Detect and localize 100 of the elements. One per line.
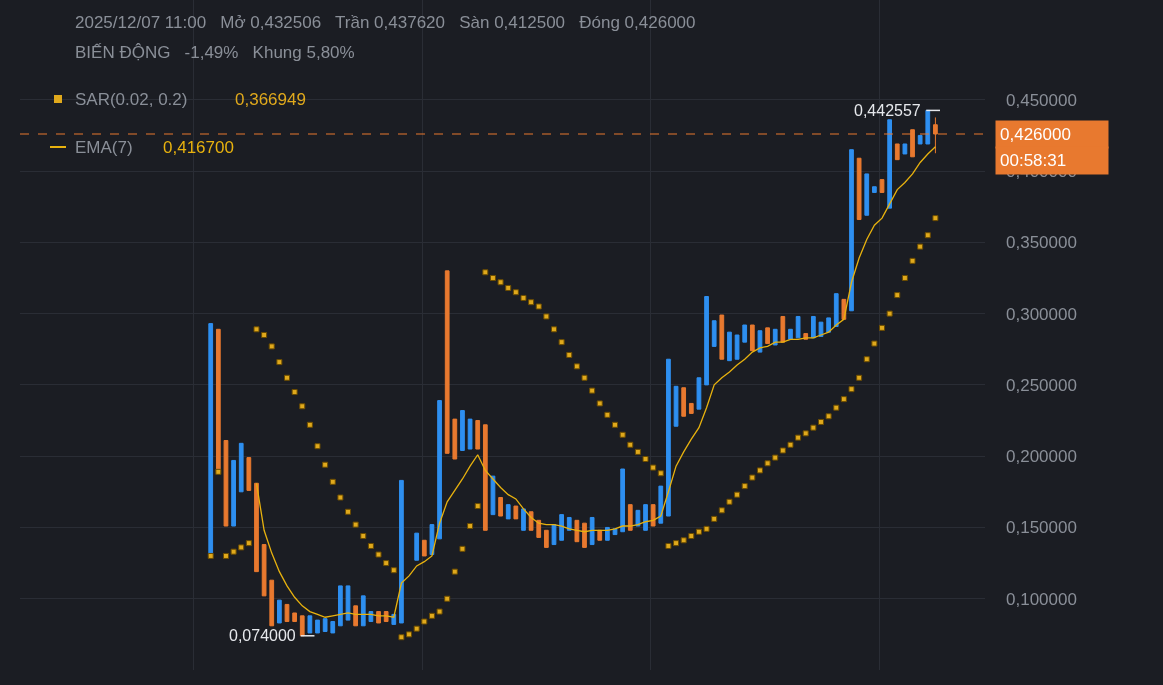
candlestick xyxy=(284,603,290,623)
candlestick xyxy=(360,595,366,627)
candlestick xyxy=(368,611,374,623)
candlestick xyxy=(330,621,336,634)
candlestick xyxy=(620,468,626,533)
candlestick xyxy=(345,585,351,621)
candlestick xyxy=(399,479,404,624)
candlestick xyxy=(521,508,526,531)
candlestick xyxy=(643,504,648,531)
candlestick xyxy=(917,134,923,145)
candlestick xyxy=(269,579,275,627)
y-tick-label: 0,250000 xyxy=(1006,375,1077,395)
candlestick xyxy=(299,615,305,637)
annotation: 0,366949 xyxy=(235,90,306,109)
candlestick xyxy=(597,529,603,541)
annotation: BIẾN ĐỘNG -1,49% Khung 5,80% xyxy=(75,43,355,62)
legend-label: EMA(7) xyxy=(75,138,133,157)
candlestick xyxy=(788,328,793,340)
candlestick xyxy=(421,539,427,557)
candlestick xyxy=(681,387,687,417)
candlestick xyxy=(673,385,679,427)
candlestick xyxy=(513,505,519,520)
y-tick-label: 0,150000 xyxy=(1006,518,1077,538)
candlestick xyxy=(650,504,656,527)
candlestick xyxy=(292,612,297,623)
ref-line-label: 0,426000 xyxy=(1000,125,1071,144)
annotation: 0,074000 xyxy=(229,627,296,644)
candlestick xyxy=(444,270,450,454)
y-tick-label: 0,100000 xyxy=(1006,589,1077,609)
candlestick xyxy=(864,173,870,216)
candlestick xyxy=(307,615,313,634)
annotation: 2025/12/07 11:00 Mở 0,432506 Trần 0,437620 Sàn 0,412500 Đóng 0,426000 xyxy=(75,13,696,32)
candlestick xyxy=(452,418,458,460)
candlestick xyxy=(658,485,664,524)
candlestick xyxy=(208,323,214,557)
candlestick xyxy=(574,519,580,543)
candlestick xyxy=(238,442,244,493)
annotation: 0,416700 xyxy=(163,138,234,157)
y-tick-label: 0,200000 xyxy=(1006,447,1077,467)
candlestick xyxy=(734,334,740,360)
candlestick xyxy=(353,605,359,627)
candlestick xyxy=(925,109,931,145)
candlestick xyxy=(635,509,641,527)
candlestick xyxy=(254,482,259,573)
candlestick xyxy=(833,293,839,327)
candlestick xyxy=(261,544,267,597)
candlestick xyxy=(315,619,320,634)
candlestick xyxy=(902,143,908,155)
legend-label: SAR(0.02, 0.2) xyxy=(75,90,188,109)
candlestick xyxy=(887,119,893,209)
candlestick xyxy=(551,524,557,546)
candlestick xyxy=(605,526,610,541)
candlestick xyxy=(223,439,229,527)
candlestick xyxy=(742,324,748,343)
candlestick xyxy=(528,511,534,531)
candlestick xyxy=(437,400,442,540)
candlestick xyxy=(460,410,465,451)
y-tick-label: 0,300000 xyxy=(1006,304,1077,324)
annotation: 0,442557 xyxy=(854,102,921,119)
candlestick xyxy=(429,524,435,556)
candlestick xyxy=(826,317,831,333)
candlestick xyxy=(704,296,709,386)
candlestick xyxy=(879,179,885,193)
candlestick xyxy=(849,149,854,312)
candlestick xyxy=(498,497,503,517)
candlestick xyxy=(780,315,786,343)
candlestick xyxy=(856,157,862,221)
candlestick xyxy=(727,331,732,362)
y-tick-label: 0,350000 xyxy=(1006,233,1077,253)
candlestick xyxy=(467,418,473,450)
candlestick xyxy=(711,320,717,347)
candlestick xyxy=(414,532,420,561)
candlestick xyxy=(589,516,595,546)
line-series xyxy=(255,146,937,618)
candlestick xyxy=(810,315,816,339)
candlestick xyxy=(765,327,770,345)
candlestick xyxy=(543,529,549,548)
candlestick xyxy=(376,611,381,624)
candlestick xyxy=(322,618,328,633)
candlestick xyxy=(215,328,221,473)
candlestick xyxy=(277,599,282,624)
candlestick xyxy=(757,330,763,353)
candlestick xyxy=(231,459,236,527)
candlestick xyxy=(719,314,725,360)
candlestick xyxy=(338,585,343,627)
candlestick xyxy=(894,143,900,161)
candlestick xyxy=(246,457,252,491)
candlestick xyxy=(696,377,702,410)
candlestick xyxy=(536,519,542,538)
candlestick xyxy=(688,402,694,414)
candlestick xyxy=(749,324,755,352)
candlestick xyxy=(482,424,488,531)
candlestick xyxy=(627,504,633,531)
candlestick xyxy=(872,186,877,193)
candlestick xyxy=(475,420,481,450)
candlestick xyxy=(666,358,671,517)
candlestick xyxy=(505,504,511,520)
candlestick xyxy=(490,475,496,516)
text: 00:58:31 xyxy=(1000,151,1067,170)
candlestick xyxy=(582,522,587,548)
